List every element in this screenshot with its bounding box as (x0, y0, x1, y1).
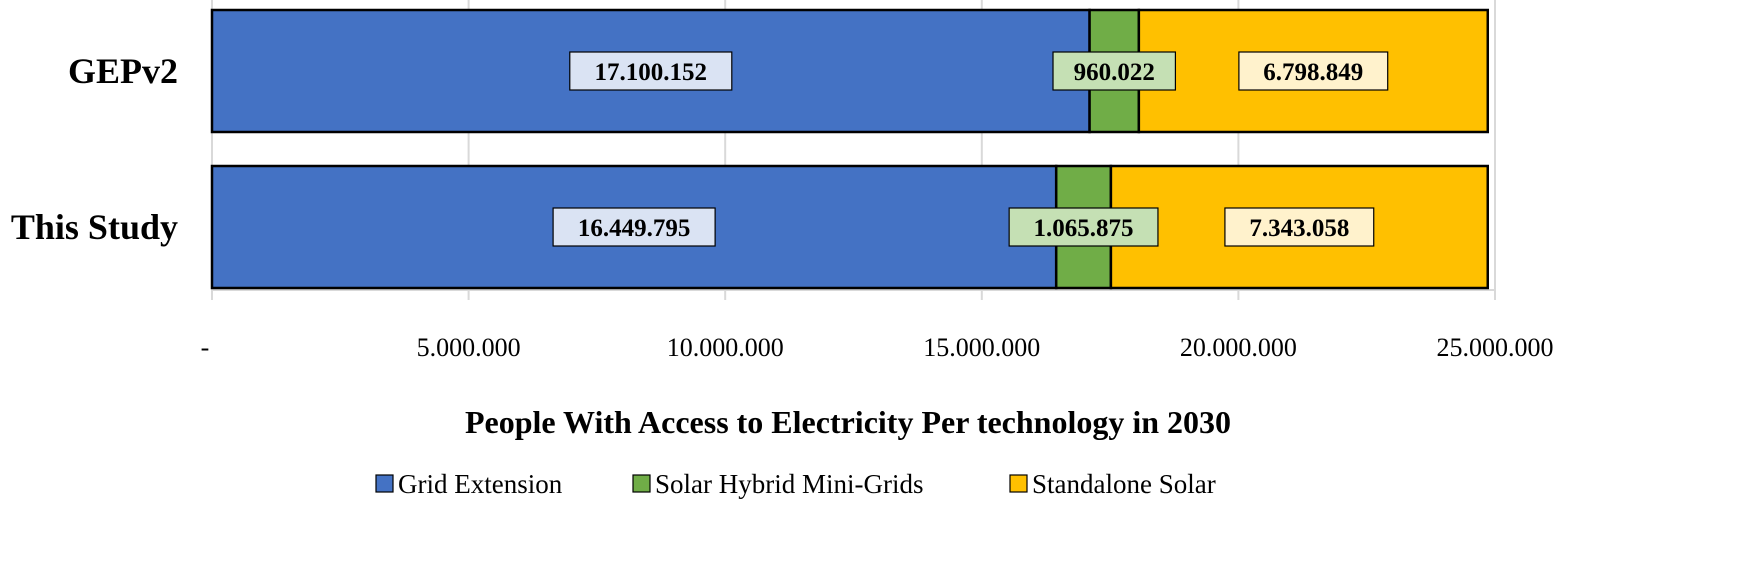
data-labels: 17.100.152 960.022 6.798.849 16.449.795 1.06… (552, 51, 1389, 247)
data-label-box (1008, 207, 1159, 247)
legend-swatch (1009, 474, 1028, 493)
data-label: 17.100.152 (595, 59, 708, 86)
data-label-box (1238, 51, 1389, 91)
data-label-box (1052, 51, 1177, 91)
bars (210, 8, 1490, 290)
legend-swatch (632, 474, 651, 493)
x-tick-label: 15.000.000 (923, 333, 1040, 362)
category-label: This Study (11, 207, 178, 247)
data-label: 960.022 (1074, 59, 1155, 86)
x-tick-label: 10.000.000 (667, 333, 784, 362)
legend-label: Standalone Solar (1032, 469, 1216, 499)
data-label-box (1224, 207, 1375, 247)
x-axis-title: People With Access to Electricity Per te… (465, 404, 1231, 440)
legend-label: Grid Extension (398, 469, 563, 499)
legend-label: Solar Hybrid Mini-Grids (655, 469, 923, 499)
data-label-box (552, 207, 716, 247)
legend: Grid Extension Solar Hybrid Mini-Grids Sta… (375, 469, 1216, 499)
category-labels: GEPv2 This Study (11, 51, 178, 247)
legend-swatch (375, 474, 394, 493)
data-label: 6.798.849 (1263, 59, 1363, 86)
data-label: 16.449.795 (578, 215, 691, 242)
data-label: 7.343.058 (1249, 215, 1349, 242)
x-tick-label: 20.000.000 (1180, 333, 1297, 362)
x-tick-label: 25.000.000 (1437, 333, 1554, 362)
x-tick-label: 5.000.000 (417, 333, 521, 362)
data-label: 1.065.875 (1034, 215, 1134, 242)
x-tick-label: - (201, 333, 210, 362)
data-label-box (569, 51, 733, 91)
x-tick-labels: - 5.000.000 10.000.000 15.000.000 20.000.000… (201, 333, 1554, 362)
category-label: GEPv2 (68, 51, 178, 91)
